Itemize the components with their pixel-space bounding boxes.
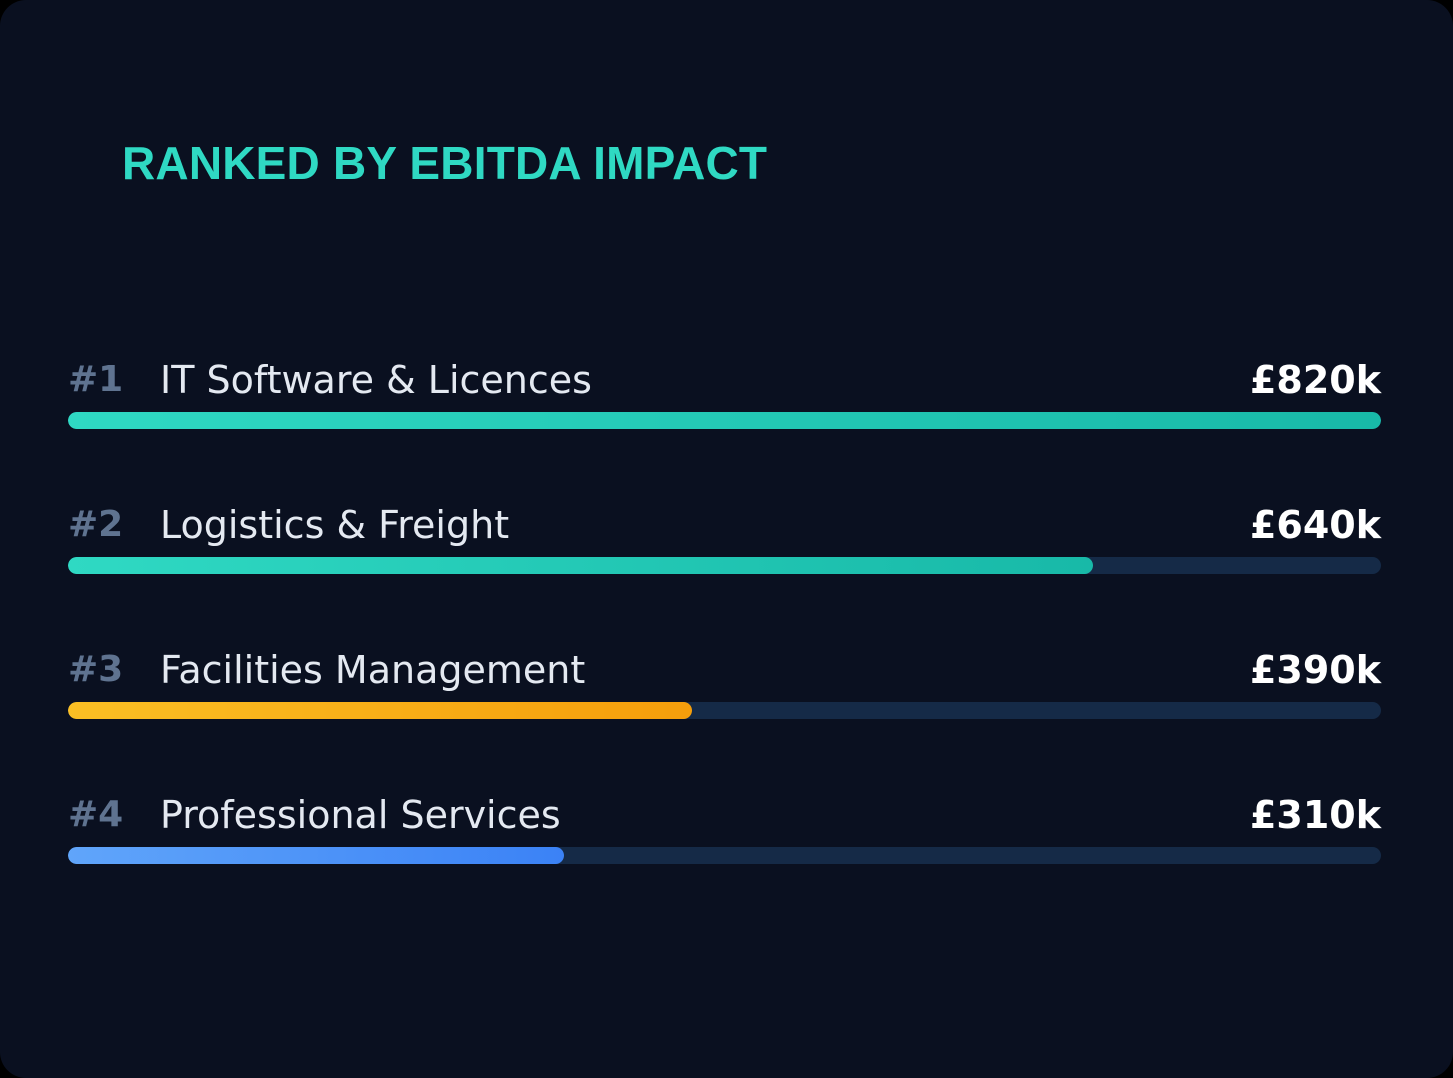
bar-track	[68, 847, 1381, 864]
bar-track	[68, 557, 1381, 574]
chart-title: RANKED BY EBITDA IMPACT	[122, 137, 768, 189]
bar-fill	[68, 847, 565, 864]
category-label: Facilities Management	[160, 648, 586, 692]
bar-track	[68, 702, 1381, 719]
bar-fill	[68, 702, 693, 719]
bar-fill	[68, 412, 1381, 429]
value-label: £820k	[1249, 358, 1381, 402]
rank-number: #4	[68, 794, 124, 835]
category-label: Logistics & Freight	[160, 503, 510, 547]
ranking-row: #4 Professional Services £310k	[68, 791, 1381, 871]
value-label: £640k	[1249, 503, 1381, 547]
value-label: £390k	[1249, 648, 1381, 692]
rank-number: #3	[68, 649, 124, 690]
bar-fill	[68, 557, 1093, 574]
rank-number: #1	[68, 359, 124, 400]
category-label: Professional Services	[160, 793, 561, 837]
ranking-row: #3 Facilities Management £390k	[68, 646, 1381, 726]
ranking-row: #2 Logistics & Freight £640k	[68, 501, 1381, 581]
bar-track	[68, 412, 1381, 429]
category-label: IT Software & Licences	[160, 358, 592, 402]
rank-number: #2	[68, 504, 124, 545]
ranking-row: #1 IT Software & Licences £820k	[68, 356, 1381, 436]
value-label: £310k	[1249, 793, 1381, 837]
